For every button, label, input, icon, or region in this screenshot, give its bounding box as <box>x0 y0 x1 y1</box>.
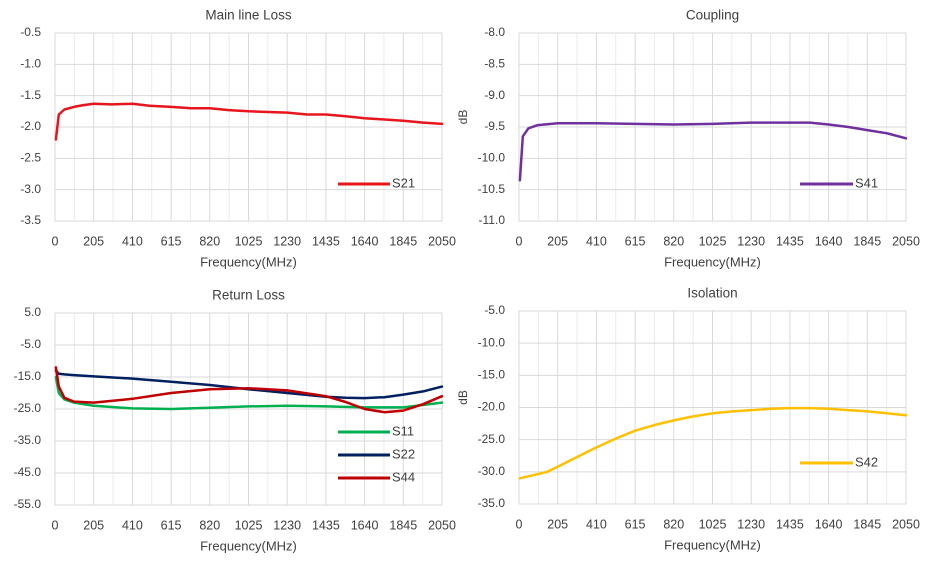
chart-4-x-tick-label: 615 <box>625 517 646 531</box>
chart-2-y-axis-label: dB <box>456 110 470 125</box>
chart-3-x-tick-label: 1025 <box>235 518 263 532</box>
chart-4-x-tick-label: 410 <box>586 517 607 531</box>
chart-1-x-tick-label: 0 <box>52 234 59 248</box>
chart-3-y-tick-label: -15.0 <box>14 369 42 383</box>
chart-3-x-tick-label: 1640 <box>351 518 379 532</box>
chart-3-x-tick-label: 0 <box>52 518 59 532</box>
chart-4-x-tick-label: 820 <box>663 517 684 531</box>
chart-1-title: Main line Loss <box>205 8 292 23</box>
chart-3-x-tick-label: 1845 <box>389 518 417 532</box>
chart-1-x-tick-label: 205 <box>83 234 104 248</box>
chart-2-y-tick-label: -9.5 <box>484 119 505 133</box>
chart-3-title: Return Loss <box>212 288 285 303</box>
chart-2-y-tick-label: -10.0 <box>478 151 506 165</box>
chart-2-x-tick-label: 1230 <box>737 234 765 248</box>
chart-2-y-tick-label: -10.5 <box>478 182 506 196</box>
chart-4-x-tick-label: 1230 <box>737 517 765 531</box>
chart-1-series-s21-line <box>54 102 444 141</box>
chart-3-legend-s44-label: S44 <box>392 469 415 484</box>
chart-4-y-tick-label: -10.0 <box>478 335 506 349</box>
chart-1-legend-s21-label: S21 <box>392 175 415 190</box>
chart-4-series-s42-line <box>518 406 908 480</box>
chart-4-y-tick-label: -15.0 <box>478 368 506 382</box>
chart-2-x-tick-label: 2050 <box>892 234 920 248</box>
chart-2-y-tick-label: -8.5 <box>484 57 505 71</box>
chart-3-x-tick-label: 1230 <box>273 518 301 532</box>
chart-3-x-tick-label: 410 <box>122 518 143 532</box>
chart-3-y-tick-label: -5.0 <box>20 337 41 351</box>
chart-2-x-tick-label: 1025 <box>699 234 727 248</box>
chart-2-y-tick-label: -11.0 <box>479 213 506 227</box>
chart-1-x-tick-label: 1230 <box>273 234 301 248</box>
chart-1-y-tick-label: -2.5 <box>20 151 41 165</box>
chart-4-y-tick-label: -25.0 <box>478 432 506 446</box>
chart-1-x-tick-label: 2050 <box>428 234 456 248</box>
chart-3-y-tick-label: 5.0 <box>24 305 41 319</box>
chart-2-x-tick-label: 820 <box>663 234 684 248</box>
chart-4-x-tick-label: 1025 <box>699 517 727 531</box>
chart-3-x-axis-label: Frequency(MHz) <box>200 538 297 553</box>
chart-2-x-tick-label: 0 <box>516 234 523 248</box>
chart-3-x-tick-label: 820 <box>199 518 220 532</box>
chart-2-x-tick-label: 205 <box>547 234 568 248</box>
chart-4-x-tick-label: 1435 <box>776 517 804 531</box>
chart-1-y-tick-label: -2.0 <box>20 119 41 133</box>
chart-4-x-tick-label: 1640 <box>815 517 843 531</box>
chart-4-y-tick-label: -35.0 <box>478 496 506 510</box>
chart-2-x-tick-label: 410 <box>586 234 607 248</box>
chart-1-y-tick-label: -0.5 <box>20 25 41 39</box>
chart-2-title: Coupling <box>686 8 739 23</box>
chart-3-y-tick-label: -45.0 <box>14 465 42 479</box>
chart-4-x-axis-label: Frequency(MHz) <box>664 537 761 552</box>
chart-2-x-tick-label: 615 <box>625 234 646 248</box>
chart-4-x-tick-label: 205 <box>547 517 568 531</box>
chart-3-x-tick-label: 615 <box>161 518 182 532</box>
chart-3-y-tick-label: -35.0 <box>14 433 42 447</box>
chart-3-x-tick-label: 205 <box>83 518 104 532</box>
chart-2-series-s41-line <box>518 121 908 182</box>
chart-4-y-tick-label: -5.0 <box>484 303 505 317</box>
chart-2-legend-s41-label: S41 <box>855 175 878 190</box>
chart-3-y-tick-label: -25.0 <box>14 401 42 415</box>
chart-1-x-tick-label: 410 <box>122 234 143 248</box>
chart-1-x-tick-label: 615 <box>161 234 182 248</box>
chart-2-y-tick-label: -8.0 <box>484 25 505 39</box>
chart-4-x-tick-label: 2050 <box>892 517 920 531</box>
chart-3-x-tick-label: 1435 <box>312 518 340 532</box>
chart-1-x-tick-label: 820 <box>199 234 220 248</box>
chart-3-legend-s22-label: S22 <box>392 446 415 461</box>
chart-4-y-tick-label: -30.0 <box>478 464 506 478</box>
chart-4-y-axis-label: dB <box>456 390 470 405</box>
chart-3-series-s44-line <box>54 366 444 414</box>
chart-4-x-tick-label: 0 <box>516 517 523 531</box>
chart-1-y-tick-label: -3.0 <box>20 182 41 196</box>
chart-1-y-tick-label: -3.5 <box>20 213 41 227</box>
chart-2-y-tick-label: -9.0 <box>484 88 505 102</box>
chart-1-y-tick-label: -1.5 <box>20 88 41 102</box>
chart-1-x-tick-label: 1025 <box>235 234 263 248</box>
chart-4-y-tick-label: -20.0 <box>478 400 506 414</box>
chart-1-x-tick-label: 1640 <box>351 234 379 248</box>
chart-1-y-tick-label: -1.0 <box>20 57 41 71</box>
chart-1-x-axis-label: Frequency(MHz) <box>200 254 297 269</box>
chart-1-x-tick-label: 1845 <box>389 234 417 248</box>
chart-2-x-tick-label: 1435 <box>776 234 804 248</box>
chart-3-legend-s11-label: S11 <box>392 423 414 438</box>
chart-3-y-tick-label: -55.0 <box>14 497 42 511</box>
chart-2-x-tick-label: 1640 <box>815 234 843 248</box>
chart-2-x-axis-label: Frequency(MHz) <box>664 254 761 269</box>
chart-2-x-tick-label: 1845 <box>853 234 881 248</box>
chart-4-x-tick-label: 1845 <box>853 517 881 531</box>
chart-3-x-tick-label: 2050 <box>428 518 456 532</box>
chart-4-title: Isolation <box>687 286 737 301</box>
chart-4-legend-s42-label: S42 <box>855 454 878 469</box>
chart-1-x-tick-label: 1435 <box>312 234 340 248</box>
